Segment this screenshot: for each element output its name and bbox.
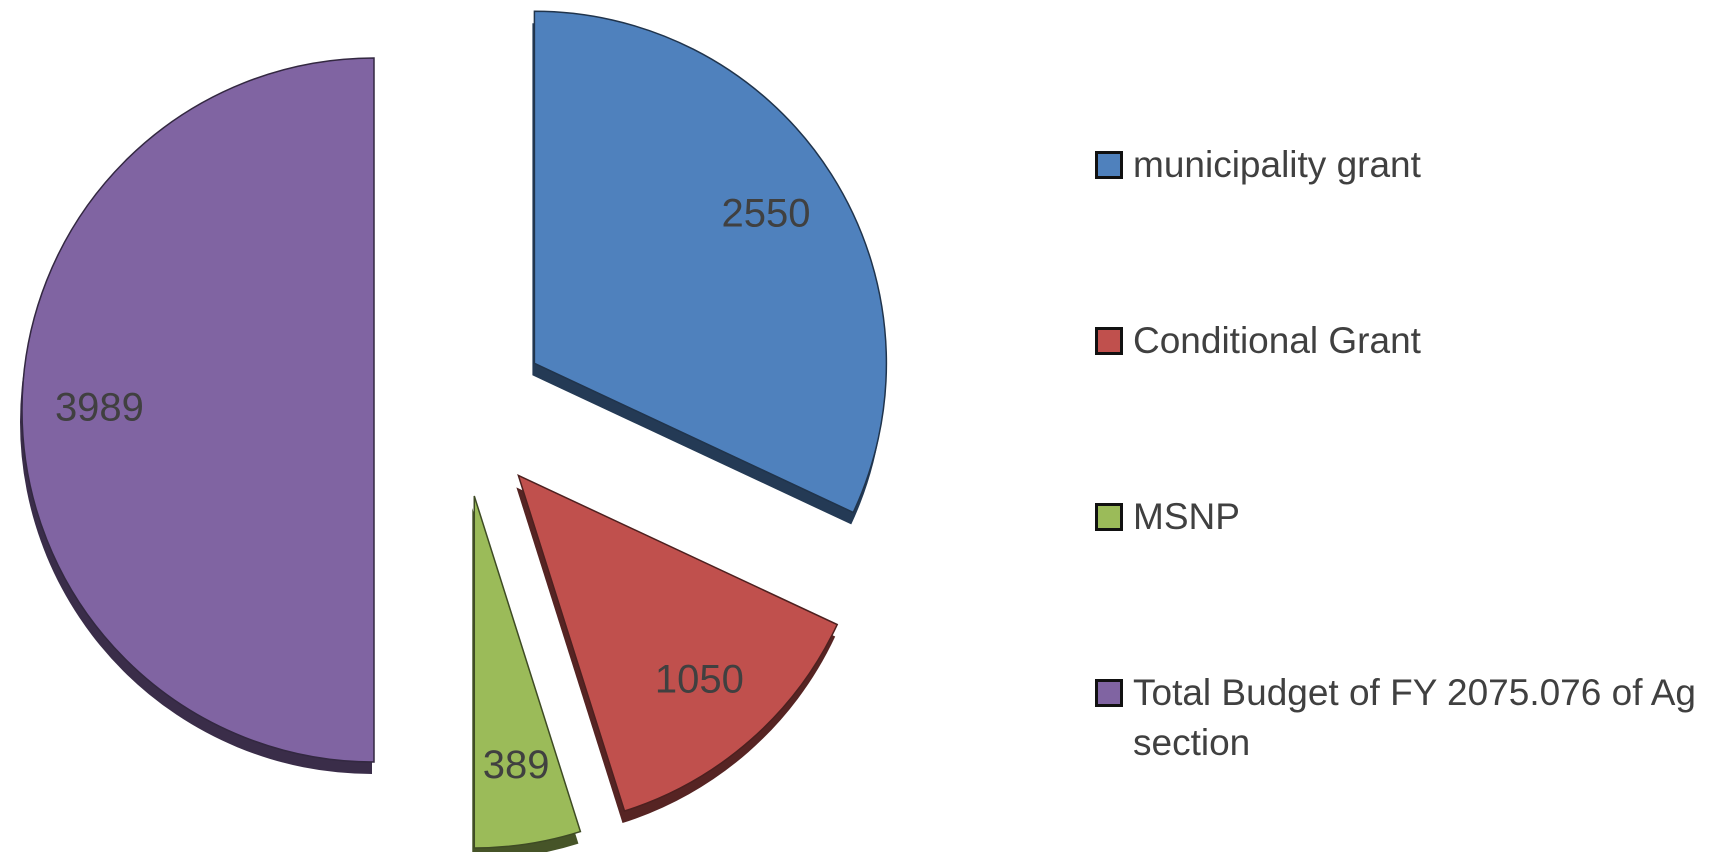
- data-label: 1050: [655, 657, 744, 701]
- data-label: 3989: [55, 386, 144, 430]
- data-label: 389: [483, 743, 550, 787]
- legend-label: Conditional Grant: [1133, 320, 1421, 361]
- legend-label: municipality grant: [1133, 144, 1421, 185]
- legend-item: MSNP: [1095, 492, 1724, 542]
- legend-item: Total Budget of FY 2075.076 of Ag sectio…: [1095, 668, 1724, 768]
- legend-swatch: [1095, 151, 1123, 179]
- legend-label: MSNP: [1133, 496, 1240, 537]
- legend-swatch: [1095, 503, 1123, 531]
- pie-slice: [473, 495, 582, 849]
- pie-slice: [21, 57, 375, 763]
- legend-label: Total Budget of FY 2075.076 of Ag sectio…: [1133, 672, 1696, 763]
- pie-slice: [517, 474, 839, 812]
- legend-swatch: [1095, 679, 1123, 707]
- pie-slice: [533, 10, 888, 514]
- data-label: 2550: [722, 191, 811, 235]
- legend-item: municipality grant: [1095, 140, 1724, 190]
- legend-swatch: [1095, 327, 1123, 355]
- legend-item: Conditional Grant: [1095, 316, 1724, 366]
